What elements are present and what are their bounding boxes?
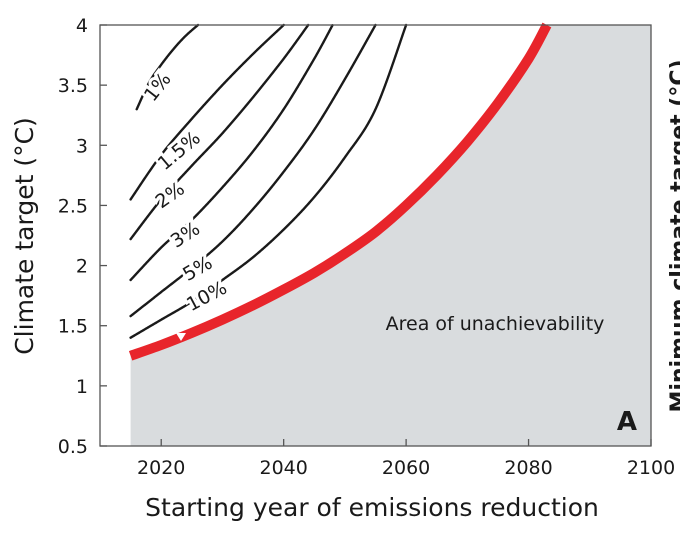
- x-tick-label: 2080: [504, 457, 552, 479]
- y-tick-label: 3.5: [58, 75, 88, 97]
- y-tick-label: 3: [76, 135, 88, 157]
- y-tick-label: 1.5: [58, 316, 88, 338]
- y-tick-label: 0.5: [58, 436, 88, 458]
- plot-frame: [99, 24, 652, 447]
- curve-2pct: [129, 23, 310, 241]
- y-tick-label: 2: [76, 256, 88, 278]
- curve-3pct: [129, 23, 334, 282]
- x-tick-label: 2060: [382, 457, 430, 479]
- curve-10pct: [129, 23, 408, 339]
- curve-1-5pct: [129, 23, 285, 201]
- marker-triangle: [176, 333, 186, 341]
- x-tick-label: 2040: [259, 457, 307, 479]
- panel-letter: A: [617, 407, 637, 437]
- y-axis-ticks: 0.5 1 1.5 2 2.5 3 3.5 4: [58, 15, 107, 458]
- x-axis-ticks: 2020 2040 2060 2080 2100: [137, 439, 675, 479]
- x-tick-label: 2100: [627, 457, 675, 479]
- y-tick-label: 4: [76, 15, 88, 37]
- curve-1pct: [135, 23, 200, 111]
- right-panel-axis-title-cut: Minimum climate target (°C): [667, 59, 680, 412]
- unachievable-region: [130, 25, 652, 446]
- region-annotation: Area of unachievability: [386, 313, 605, 335]
- y-tick-label: 1: [76, 376, 88, 398]
- curve-label-1pct: 1%: [140, 69, 176, 106]
- curve-label-3pct: 3%: [167, 218, 204, 253]
- y-axis-title: Climate target (°C): [10, 117, 39, 355]
- curve-5pct: [129, 23, 377, 318]
- x-tick-label: 2020: [137, 457, 185, 479]
- x-axis-title: Starting year of emissions reduction: [145, 493, 599, 522]
- curve-group: [128, 22, 552, 361]
- y-tick-label: 2.5: [58, 195, 88, 217]
- limit-curve: [128, 22, 552, 361]
- curve-label-2pct: 2%: [151, 178, 188, 213]
- curve-label-5pct: 5%: [179, 252, 216, 286]
